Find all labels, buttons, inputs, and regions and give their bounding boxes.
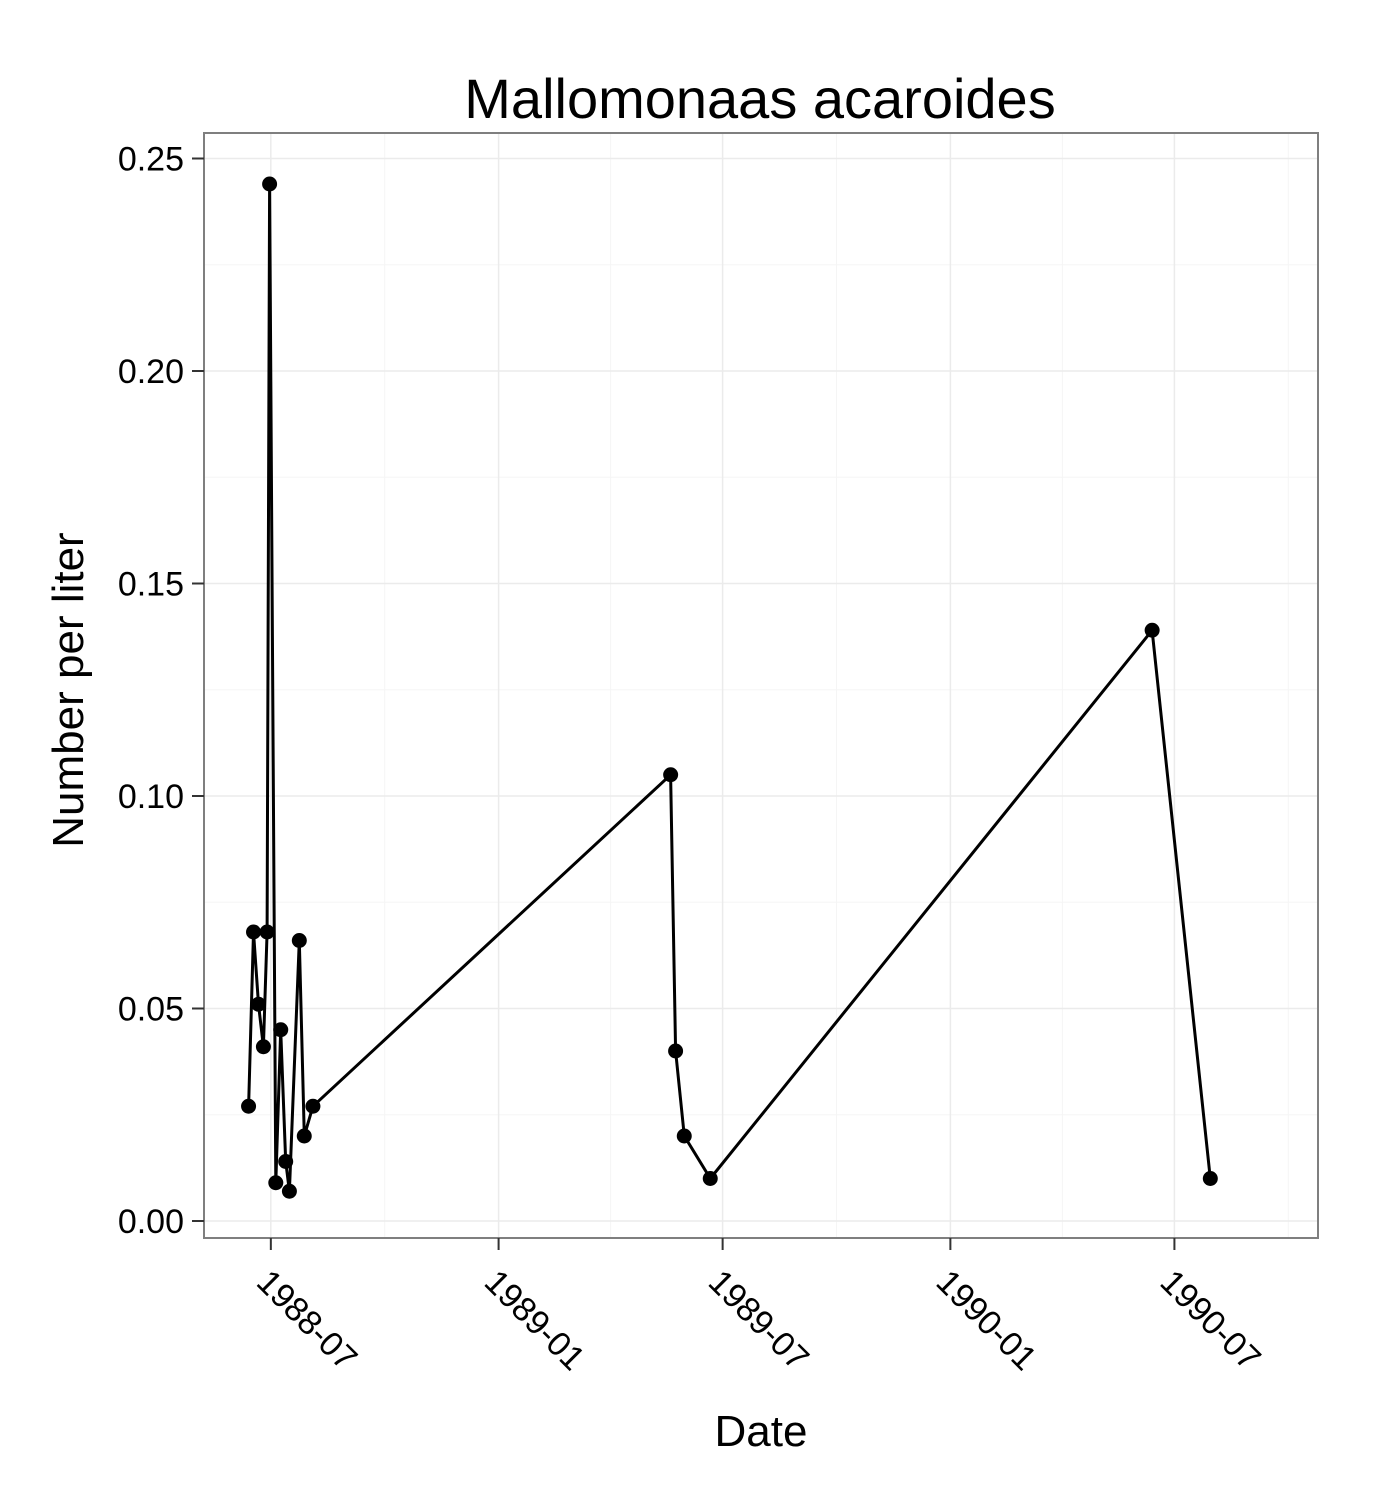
x-tick-label: 1989-07 (701, 1263, 816, 1378)
y-tick-label: 0.20 (118, 353, 184, 391)
x-axis: 1988-07 1989-01 1989-07 1990-01 1990-07 (249, 1238, 1268, 1378)
grid-minor (204, 133, 1318, 1238)
series-layer (241, 176, 1218, 1199)
y-tick-label: 0.15 (118, 566, 184, 604)
data-point (250, 996, 266, 1012)
data-point (296, 1128, 312, 1144)
data-point (291, 933, 307, 948)
data-point (268, 1175, 284, 1191)
y-tick-label: 0.05 (118, 991, 184, 1029)
chart-title: Mallomonaas acaroides (464, 67, 1055, 130)
data-point (305, 1098, 321, 1114)
plot-border (203, 132, 1319, 1239)
y-tick-label: 0.10 (118, 778, 184, 816)
x-tick-label: 1990-07 (1153, 1263, 1268, 1378)
x-tick-label: 1989-01 (477, 1263, 592, 1378)
y-tick-label: 0.00 (118, 1203, 184, 1241)
plot-panel (204, 133, 1318, 1238)
data-point (663, 767, 679, 783)
data-point (273, 1022, 289, 1038)
data-point (259, 924, 275, 940)
data-point (668, 1043, 684, 1059)
data-point (702, 1171, 718, 1186)
x-tick-label: 1988-07 (249, 1263, 364, 1378)
data-point (1202, 1171, 1218, 1186)
data-point (676, 1128, 692, 1144)
y-axis-title: Number per liter (44, 532, 93, 847)
data-point (278, 1154, 294, 1169)
x-axis-title: Date (715, 1407, 808, 1456)
data-point (281, 1183, 297, 1199)
data-point (255, 1039, 271, 1055)
y-tick-label: 0.25 (118, 141, 184, 179)
data-point (262, 176, 278, 192)
y-axis: 0.00 0.05 0.10 0.15 0.20 0.25 (118, 141, 204, 1241)
data-point (241, 1098, 257, 1114)
data-point (246, 924, 262, 940)
x-tick-label: 1990-01 (929, 1263, 1044, 1378)
data-point (1144, 622, 1160, 638)
grid-major (204, 133, 1318, 1238)
